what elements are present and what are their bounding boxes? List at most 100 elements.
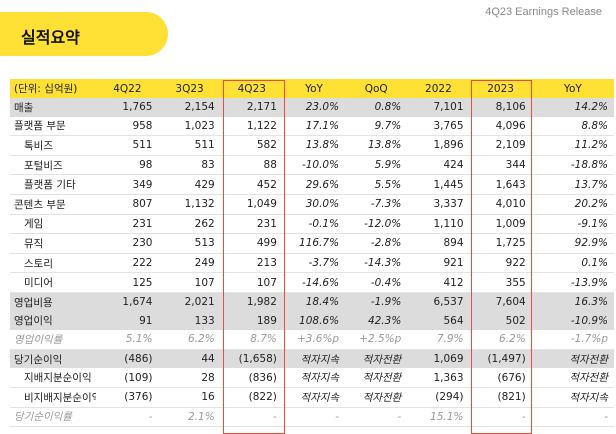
table-cell: -9.1% xyxy=(531,214,614,235)
table-cell: (109) xyxy=(96,368,159,388)
table-cell: 적자지속 xyxy=(282,368,346,388)
table-cell: (1,658) xyxy=(220,349,283,369)
table-cell: -1.9% xyxy=(345,292,408,312)
table-cell: 2,154 xyxy=(158,98,221,117)
table-cell: (1,497) xyxy=(469,349,532,369)
table-cell: (821) xyxy=(469,387,532,408)
table-cell: -14.6% xyxy=(282,272,346,293)
table-cell: 1,069 xyxy=(407,349,470,369)
table-cell: -3.7% xyxy=(282,253,346,274)
table-cell: 8.7% xyxy=(220,330,283,350)
table-cell: 17.1% xyxy=(282,116,346,137)
table-row: 플랫폼 기타 349 429 452 29.6% 5.5% 1,445 1,643 13.7% xyxy=(10,174,614,195)
table-header-row: (단위: 십억원) 4Q22 3Q23 4Q23 YoY QoQ 2022 2023 YoY xyxy=(10,79,614,98)
table-cell: 9.7% xyxy=(345,116,408,137)
table-row: 스토리 222 249 213 -3.7% -14.3% 921 922 0.1% xyxy=(10,253,614,274)
row-label: 포털비즈 xyxy=(10,155,97,176)
table-cell: 적자전환 xyxy=(531,349,614,369)
table-cell: 349 xyxy=(96,174,159,195)
table-cell: 564 xyxy=(407,311,470,331)
table-cell: 13.7% xyxy=(531,174,614,195)
table-cell: 7,604 xyxy=(469,292,532,312)
table-cell: -18.8% xyxy=(531,155,614,176)
table-cell: -12.0% xyxy=(345,214,408,235)
table-cell: 1,674 xyxy=(96,292,159,312)
table-row: 당기순이익률 -2.1% - - -15.1% - - xyxy=(10,407,614,428)
table-cell: 23.0% xyxy=(282,98,346,117)
table-cell: 452 xyxy=(220,174,283,195)
table-cell: 499 xyxy=(220,233,283,254)
table-cell: 2.1% xyxy=(158,407,221,428)
table-row: 매출 1,765 2,154 2,171 23.0% 0.8% 7,101 8,106 14.2… xyxy=(10,98,614,117)
table-row: 포털비즈 98 83 88 -10.0% 5.9% 424 344 -18.8% xyxy=(10,155,614,176)
table-cell: 적자전환 xyxy=(531,368,614,388)
table-cell: 262 xyxy=(158,214,221,235)
earnings-summary-table: (단위: 십억원) 4Q22 3Q23 4Q23 YoY QoQ 2022 2023 YoY 매… xyxy=(10,79,614,428)
table-row: 영업이익 91 133 189 108.6% 42.3% 564 502 -10.9% xyxy=(10,311,614,331)
unit-label: (단위: 십억원) xyxy=(10,79,97,98)
table-cell: 1,009 xyxy=(469,214,532,235)
table-row: 플랫폼 부문 958 1,023 1,122 17.1% 9.7% 3,765 4,096 8.… xyxy=(10,116,614,137)
row-label: 플랫폼 부문 xyxy=(10,116,97,137)
table-cell: 28 xyxy=(158,368,221,388)
table-cell: 231 xyxy=(220,214,283,235)
table-row: 당기순이익 (486) 44 (1,658) 적자지속 적자전환 1,069 (1,497) 적… xyxy=(10,349,614,369)
table-cell: 513 xyxy=(158,233,221,254)
row-label: 톡비즈 xyxy=(10,135,97,156)
table-cell: 1,363 xyxy=(407,368,470,388)
row-label: 지배지분순이익 xyxy=(10,368,97,388)
table-cell: 355 xyxy=(469,272,532,293)
table-cell: 6.2% xyxy=(469,330,532,350)
table-row: 미디어 125 107 107 -14.6% -0.4% 412 355 -13.9% xyxy=(10,272,614,293)
row-label: 뮤직 xyxy=(10,233,97,254)
table-row: 영업비용 1,674 2,021 1,982 18.4% -1.9% 6,537 7,604 1… xyxy=(10,292,614,312)
page-title: 실적요약 xyxy=(21,28,80,47)
table-cell: 922 xyxy=(469,253,532,274)
table-cell: 412 xyxy=(407,272,470,293)
release-label: 4Q23 Earnings Release xyxy=(485,6,602,18)
table-cell: 1,023 xyxy=(158,116,221,137)
table-cell: 5.5% xyxy=(345,174,408,195)
table-cell: -13.9% xyxy=(531,272,614,293)
table-cell: 적자전환 xyxy=(345,349,408,369)
table-cell: 1,982 xyxy=(220,292,283,312)
table-cell: -14.3% xyxy=(345,253,408,274)
table-cell: 108.6% xyxy=(282,311,346,331)
table-cell: 116.7% xyxy=(282,233,346,254)
table-cell: 1,725 xyxy=(469,233,532,254)
table-cell: 적자전환 xyxy=(345,368,408,388)
table-cell: - xyxy=(282,407,346,428)
table-cell: 107 xyxy=(158,272,221,293)
table-cell: 222 xyxy=(96,253,159,274)
table-cell: 1,445 xyxy=(407,174,470,195)
table-cell: 13.8% xyxy=(282,135,346,156)
table-cell: 0.1% xyxy=(531,253,614,274)
table-cell: 502 xyxy=(469,311,532,331)
table-cell: 894 xyxy=(407,233,470,254)
row-label: 게임 xyxy=(10,214,97,235)
table-cell: 107 xyxy=(220,272,283,293)
table-cell: (376) xyxy=(96,387,159,408)
column-header: YoY xyxy=(531,79,614,98)
table-cell: 2,109 xyxy=(469,135,532,156)
table-cell: 30.0% xyxy=(282,194,346,215)
row-label: 스토리 xyxy=(10,253,97,274)
table-cell: 125 xyxy=(96,272,159,293)
table-row: 지배지분순이익 (109) 28 (836) 적자지속 적자전환 1,363 (676) 적자전… xyxy=(10,368,614,388)
column-header: 3Q23 xyxy=(158,79,221,98)
table-cell: (836) xyxy=(220,368,283,388)
table-cell: -0.4% xyxy=(345,272,408,293)
table-cell: 1,049 xyxy=(220,194,283,215)
table-cell: 1,110 xyxy=(407,214,470,235)
table-cell: 88 xyxy=(220,155,283,176)
table-cell: 11.2% xyxy=(531,135,614,156)
table-row: 톡비즈 511 511 582 13.8% 13.8% 1,896 2,109 11.2% xyxy=(10,135,614,156)
table-cell: -10.9% xyxy=(531,311,614,331)
table-cell: 7,101 xyxy=(407,98,470,117)
table-cell: 344 xyxy=(469,155,532,176)
table-cell: - xyxy=(96,407,159,428)
table-cell: 14.2% xyxy=(531,98,614,117)
table-cell: 1,122 xyxy=(220,116,283,137)
table-cell: 98 xyxy=(96,155,159,176)
table-cell: 4,010 xyxy=(469,194,532,215)
